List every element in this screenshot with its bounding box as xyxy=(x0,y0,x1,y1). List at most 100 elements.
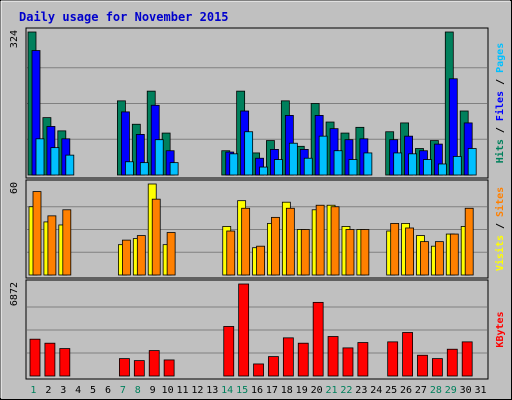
bar-sites xyxy=(136,235,146,276)
bar-kbytes xyxy=(417,354,428,377)
bar-kbytes xyxy=(223,326,235,377)
bar-pages xyxy=(318,135,328,176)
panel-hits: 324 Hits / Files / Pages xyxy=(9,27,506,179)
bar-kbytes xyxy=(268,356,279,377)
bar-kbytes xyxy=(29,338,41,377)
legend-entry: Pages xyxy=(495,43,506,73)
bar-sites xyxy=(241,207,251,276)
bar-pages xyxy=(288,142,298,176)
bar-sites xyxy=(405,227,414,276)
x-tick-label: 27 xyxy=(415,385,427,396)
x-tick-label: 12 xyxy=(191,385,203,396)
x-tick-label: 26 xyxy=(400,385,412,396)
x-tick-label: 4 xyxy=(75,385,81,396)
bar-kbytes xyxy=(357,342,369,377)
bar-kbytes xyxy=(297,342,309,377)
bar-kbytes xyxy=(238,283,250,377)
bar-sites xyxy=(420,241,429,276)
bar-pages xyxy=(65,154,75,176)
bar-kbytes xyxy=(119,358,130,377)
legend-entry: Files xyxy=(494,91,506,121)
bar-sites xyxy=(330,206,340,276)
x-tick-label: 1 xyxy=(30,385,36,396)
bar-kbytes xyxy=(59,348,71,377)
x-tick-label: 2 xyxy=(45,385,51,396)
bar-kbytes xyxy=(446,348,458,377)
bar-kbytes xyxy=(133,360,145,377)
legend-entry: / xyxy=(495,73,506,91)
x-tick-label: 28 xyxy=(430,385,442,396)
bar-sites xyxy=(62,209,72,276)
panel-visits: 60 Visits / Sites xyxy=(9,179,506,279)
bar-kbytes xyxy=(431,358,443,377)
bar-pages xyxy=(154,139,164,176)
x-tick-label: 21 xyxy=(325,385,337,396)
x-tick-label: 11 xyxy=(176,385,188,396)
x-tick-label: 29 xyxy=(445,385,457,396)
x-tick-label: 3 xyxy=(60,385,66,396)
x-tick-label: 24 xyxy=(370,385,382,396)
bar-pages xyxy=(393,152,403,176)
panel-legend: Hits / Files / Pages xyxy=(494,43,506,163)
x-tick-label: 18 xyxy=(281,385,293,396)
bar-sites xyxy=(122,239,131,276)
bar-pages xyxy=(333,150,343,176)
x-tick-label: 7 xyxy=(120,385,126,396)
bar-kbytes xyxy=(402,332,413,377)
legend-entry: / xyxy=(495,121,506,139)
x-tick-label: 15 xyxy=(236,385,248,396)
x-tick-label: 20 xyxy=(311,385,323,396)
bar-sites xyxy=(315,204,325,276)
bar-sites xyxy=(360,229,370,276)
x-tick-label: 13 xyxy=(206,385,218,396)
x-tick-label: 30 xyxy=(460,385,472,396)
bar-pages xyxy=(348,159,358,176)
bar-pages xyxy=(259,166,268,176)
bar-pages xyxy=(274,159,283,176)
x-tick-label: 9 xyxy=(150,385,156,396)
bar-kbytes xyxy=(44,342,56,377)
x-tick-label: 8 xyxy=(135,385,141,396)
bar-pages xyxy=(467,148,477,176)
bar-kbytes xyxy=(461,341,473,377)
bar-kbytes xyxy=(387,341,399,377)
bar-pages xyxy=(408,153,417,176)
axis-max-label: 60 xyxy=(9,182,20,194)
legend-entry: Sites xyxy=(494,187,506,217)
x-tick-label: 5 xyxy=(90,385,96,396)
bar-pages xyxy=(437,163,447,176)
bar-pages xyxy=(363,152,373,176)
bar-kbytes xyxy=(253,363,264,377)
bar-sites xyxy=(166,232,176,276)
legend-entry: Visits xyxy=(494,235,506,271)
x-tick-label: 10 xyxy=(162,385,174,396)
bar-pages xyxy=(50,147,60,176)
x-tick-label: 17 xyxy=(266,385,278,396)
bar-kbytes xyxy=(342,347,354,377)
bar-sites xyxy=(345,229,355,276)
legend-entry: KBytes xyxy=(495,311,506,347)
panel-legend: Visits / Sites xyxy=(494,187,506,271)
bar-pages xyxy=(35,138,45,176)
x-tick-label: 16 xyxy=(251,385,263,396)
bar-sites xyxy=(285,207,295,276)
bar-pages xyxy=(303,157,313,176)
x-tick-label: 19 xyxy=(296,385,308,396)
panel-kbytes: 6872 KBytes xyxy=(9,279,506,380)
bar-sites xyxy=(271,216,280,276)
legend-entry: / xyxy=(495,217,506,235)
bar-kbytes xyxy=(282,337,294,377)
x-tick-label: 31 xyxy=(475,385,487,396)
panel-legend: KBytes xyxy=(495,311,506,347)
bar-pages xyxy=(423,159,432,176)
bar-sites xyxy=(226,230,236,276)
bar-kbytes xyxy=(312,301,324,377)
x-tick-label: 14 xyxy=(221,385,233,396)
chart-title: Daily usage for November 2015 xyxy=(19,10,229,24)
bar-sites xyxy=(32,191,42,276)
x-tick-label: 6 xyxy=(105,385,111,396)
bar-pages xyxy=(125,161,134,176)
x-tick-label: 22 xyxy=(340,385,352,396)
bar-sites xyxy=(449,233,459,276)
